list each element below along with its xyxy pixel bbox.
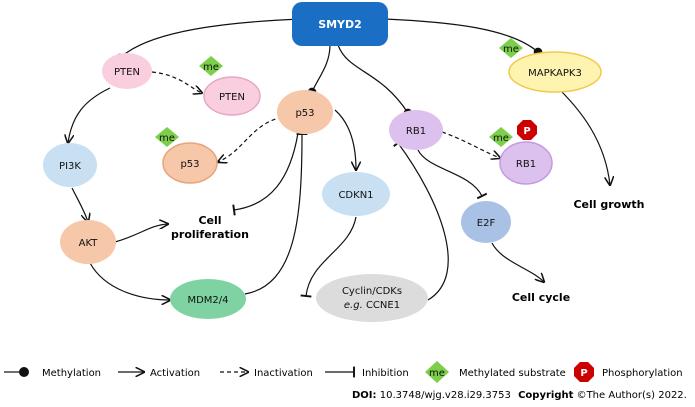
cell-cycle-label: Cell cycle — [512, 291, 570, 304]
pi3k-label: PI3K — [59, 161, 81, 172]
footer-copyright-label: Copyright — [518, 390, 574, 401]
smyd2-to-pten-line — [115, 18, 301, 63]
legend-inhibition-text: Inhibition — [362, 368, 409, 379]
pten-label: PTEN — [114, 67, 140, 78]
pten-to-pi3k-arrow — [68, 87, 111, 143]
connectors — [68, 18, 610, 301]
pten-me-label: PTEN — [219, 92, 245, 103]
rb1-to-e2f-inhibition — [417, 149, 488, 200]
pten-me-node — [203, 76, 261, 116]
mapk-to-growth-arrow — [559, 89, 610, 185]
p53-label: p53 — [295, 108, 314, 119]
legend: Methylation Activation Inactivation Inhi… — [4, 361, 683, 383]
cdkn1-node — [322, 172, 390, 216]
footer: DOI: 10.3748/wjg.v28.i29.3753 Copyright … — [352, 390, 687, 401]
rb1-label: RB1 — [406, 126, 426, 137]
mapkapk3-label: MAPKAPK3 — [528, 68, 582, 79]
footer-copyright-value: ©The Author(s) 2022. — [577, 390, 687, 401]
e2f-node — [461, 201, 511, 243]
rb1-phospho-badge-text: P — [523, 126, 530, 137]
pi3k-to-akt-arrow — [71, 187, 88, 222]
legend-me-badge — [425, 361, 449, 383]
p53-me-label: p53 — [180, 159, 199, 170]
rb1-me-badge — [489, 127, 513, 147]
pten-me-badge — [199, 56, 223, 76]
akt-to-mdm-arrow — [89, 262, 170, 300]
mapkapk3-me-badge-text: me — [503, 44, 519, 55]
pten-to-pten-me-dashed — [151, 71, 202, 93]
legend-methylation-text: Methylation — [42, 368, 101, 379]
legend-me-badge-text: me — [429, 368, 445, 379]
rb1-me-badge-text: me — [493, 133, 509, 144]
cyclin-label-line1: Cyclin/CDKs — [342, 286, 402, 297]
rb1-node — [389, 110, 443, 150]
p53-to-p53-me-dashed — [218, 116, 283, 162]
e2f-label: E2F — [477, 218, 496, 229]
cdkn1-to-cyclin-inhibition — [300, 216, 357, 298]
cyclin-to-rb1-inhibition — [393, 139, 449, 301]
p53-to-cdkn1-arrow — [334, 109, 356, 170]
smyd2-to-p53-line — [307, 44, 331, 97]
cyclin-ccne1: CCNE1 — [366, 300, 400, 311]
akt-label: AKT — [79, 238, 99, 249]
mdm24-node — [170, 279, 246, 319]
smyd2-label: SMYD2 — [318, 18, 362, 31]
pten-me-badge-text: me — [203, 62, 219, 73]
mdm24-label: MDM2/4 — [187, 295, 228, 306]
legend-phospho-badge — [574, 362, 594, 382]
cyclin-label-line2: e.g. CCNE1 — [344, 300, 400, 311]
cell-proliferation-line1: Cell — [198, 214, 221, 227]
legend-phosphorylation-text: Phosphorylation — [602, 368, 683, 379]
p53-me-node — [162, 142, 218, 184]
mapkapk3-me-badge — [499, 38, 523, 58]
akt-node — [60, 220, 116, 264]
legend-inactivation-text: Inactivation — [254, 368, 313, 379]
e2f-to-cycle-arrow — [491, 242, 544, 282]
smyd2-to-mapkapk3-line — [384, 18, 543, 57]
cdkn1-label: CDKN1 — [338, 190, 373, 201]
cyclin-eg: e.g. — [344, 300, 363, 311]
smyd2-node — [292, 2, 388, 46]
smyd2-to-rb1-line — [337, 44, 413, 118]
legend-methylated-text: Methylated substrate — [459, 368, 566, 379]
akt-to-prolif-arrow — [114, 224, 168, 243]
cyclin-node — [316, 274, 428, 322]
mapkapk3-node — [508, 51, 602, 93]
rb1-me-label: RB1 — [516, 159, 536, 170]
p53-me-badge — [155, 127, 179, 147]
legend-methylation-dot — [19, 367, 29, 377]
pten-node — [102, 53, 152, 89]
cell-growth-label: Cell growth — [573, 198, 644, 211]
mdm-to-p53-inhibition — [244, 133, 308, 295]
rb1-phospho-badge — [517, 120, 537, 140]
pi3k-node — [43, 143, 97, 187]
rb1-me-node — [499, 141, 553, 185]
cell-proliferation-line2: proliferation — [171, 228, 249, 241]
p53-me-badge-text: me — [159, 133, 175, 144]
p53-node — [277, 90, 333, 134]
footer-doi-label: DOI: — [352, 390, 377, 401]
footer-doi-value: 10.3748/wjg.v28.i29.3753 — [380, 390, 511, 401]
legend-phospho-badge-text: P — [580, 368, 587, 379]
p53-to-prolif-inhibition — [232, 132, 299, 216]
legend-activation-text: Activation — [150, 368, 200, 379]
rb1-to-rb1-me-dashed — [441, 131, 500, 158]
